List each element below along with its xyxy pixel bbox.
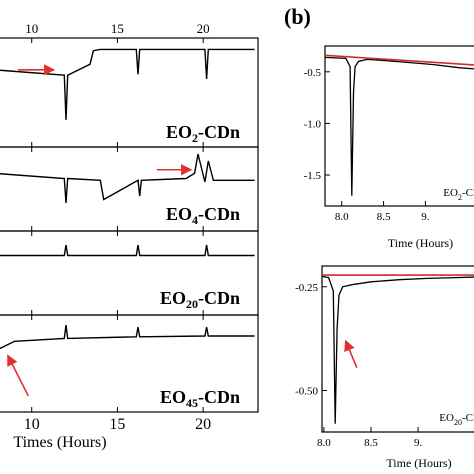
panel-a-subplot: EO20-CDn xyxy=(0,230,259,316)
panel-a: 10 15 20 10 15 20 Times (Hours) EO2-CDnE… xyxy=(0,21,259,451)
inset-y-tick-label: -0.25 xyxy=(295,282,318,294)
inset-x-tick-label: 8.5 xyxy=(364,437,378,449)
inset-frame xyxy=(321,265,474,433)
panel-b: (b) 8.0 8.5 9. -0.5 -1.0 -1.5 Time (Hours) EO2-… xyxy=(284,4,474,470)
panel-a-top-tick-label: 20 xyxy=(197,21,210,36)
inset-series-line xyxy=(321,275,474,424)
panel-a-series-line xyxy=(0,325,255,350)
panel-a-bottom-tick-label: 10 xyxy=(24,416,40,433)
panel-a-subplot: EO4-CDn xyxy=(0,146,259,232)
panel-a-x-axis-label: Times (Hours) xyxy=(13,434,106,451)
inset-series-label: EO20-Cl xyxy=(439,412,474,427)
inset-series-line xyxy=(324,54,474,66)
inset-x-tick-label: 8.0 xyxy=(335,211,349,223)
panel-a-bottom-tick-label: 15 xyxy=(109,416,125,433)
panel-a-series-label: EO2-CDn xyxy=(166,122,240,145)
panel-a-arrow xyxy=(7,354,29,397)
panel-b-label: (b) xyxy=(284,4,311,29)
panel-a-series-label: EO4-CDn xyxy=(166,204,240,227)
inset-series-label: EO2-Cl xyxy=(443,187,474,202)
inset-x-tick-label: 8.5 xyxy=(377,211,391,223)
panel-a-bottom-tick-labels: 10 15 20 xyxy=(24,416,211,433)
panel-a-subplots: EO2-CDn EO4-CDn EO20-CDn EO45-CDn xyxy=(0,37,259,413)
panel-a-series-label: EO20-CDn xyxy=(160,288,240,311)
inset-frame xyxy=(324,45,474,207)
inset-y-tick-label: -1.5 xyxy=(304,170,322,182)
panel-a-series-line xyxy=(0,153,255,204)
inset-y-tick-label: -0.50 xyxy=(295,386,318,398)
inset-arrow xyxy=(344,339,358,368)
panel-a-top-tick-labels: 10 15 20 xyxy=(25,21,209,36)
panel-a-top-tick-label: 10 xyxy=(25,21,38,36)
inset-series-line xyxy=(324,56,474,196)
panel-a-bottom-tick-label: 20 xyxy=(195,416,211,433)
panel-a-subplot-frame xyxy=(0,314,259,413)
inset-x-tick-label: 9. xyxy=(421,211,430,223)
panel-a-series-line xyxy=(0,244,255,257)
panel-a-subplot: EO45-CDn xyxy=(0,314,259,413)
inset-x-tick-label: 9. xyxy=(414,437,423,449)
panel-a-top-tick-label: 15 xyxy=(111,21,124,36)
panel-b-top-plot: 8.0 8.5 9. -0.5 -1.0 -1.5 Time (Hours) EO2-Cl xyxy=(304,45,474,250)
panel-b-bottom-plot: 8.0 8.5 9. -0.25 -0.50 Time (Hours) EO20-Cl xyxy=(295,265,474,470)
panel-a-series-label: EO45-CDn xyxy=(160,387,240,410)
panel-a-subplot: EO2-CDn xyxy=(0,37,259,148)
inset-x-axis-label: Time (Hours) xyxy=(388,236,453,250)
inset-x-axis-label: Time (Hours) xyxy=(386,456,451,470)
inset-y-tick-label: -0.5 xyxy=(304,67,322,79)
panel-a-series-line xyxy=(0,48,255,120)
inset-y-tick-label: -1.0 xyxy=(304,118,322,130)
inset-x-tick-label: 8.0 xyxy=(317,437,331,449)
